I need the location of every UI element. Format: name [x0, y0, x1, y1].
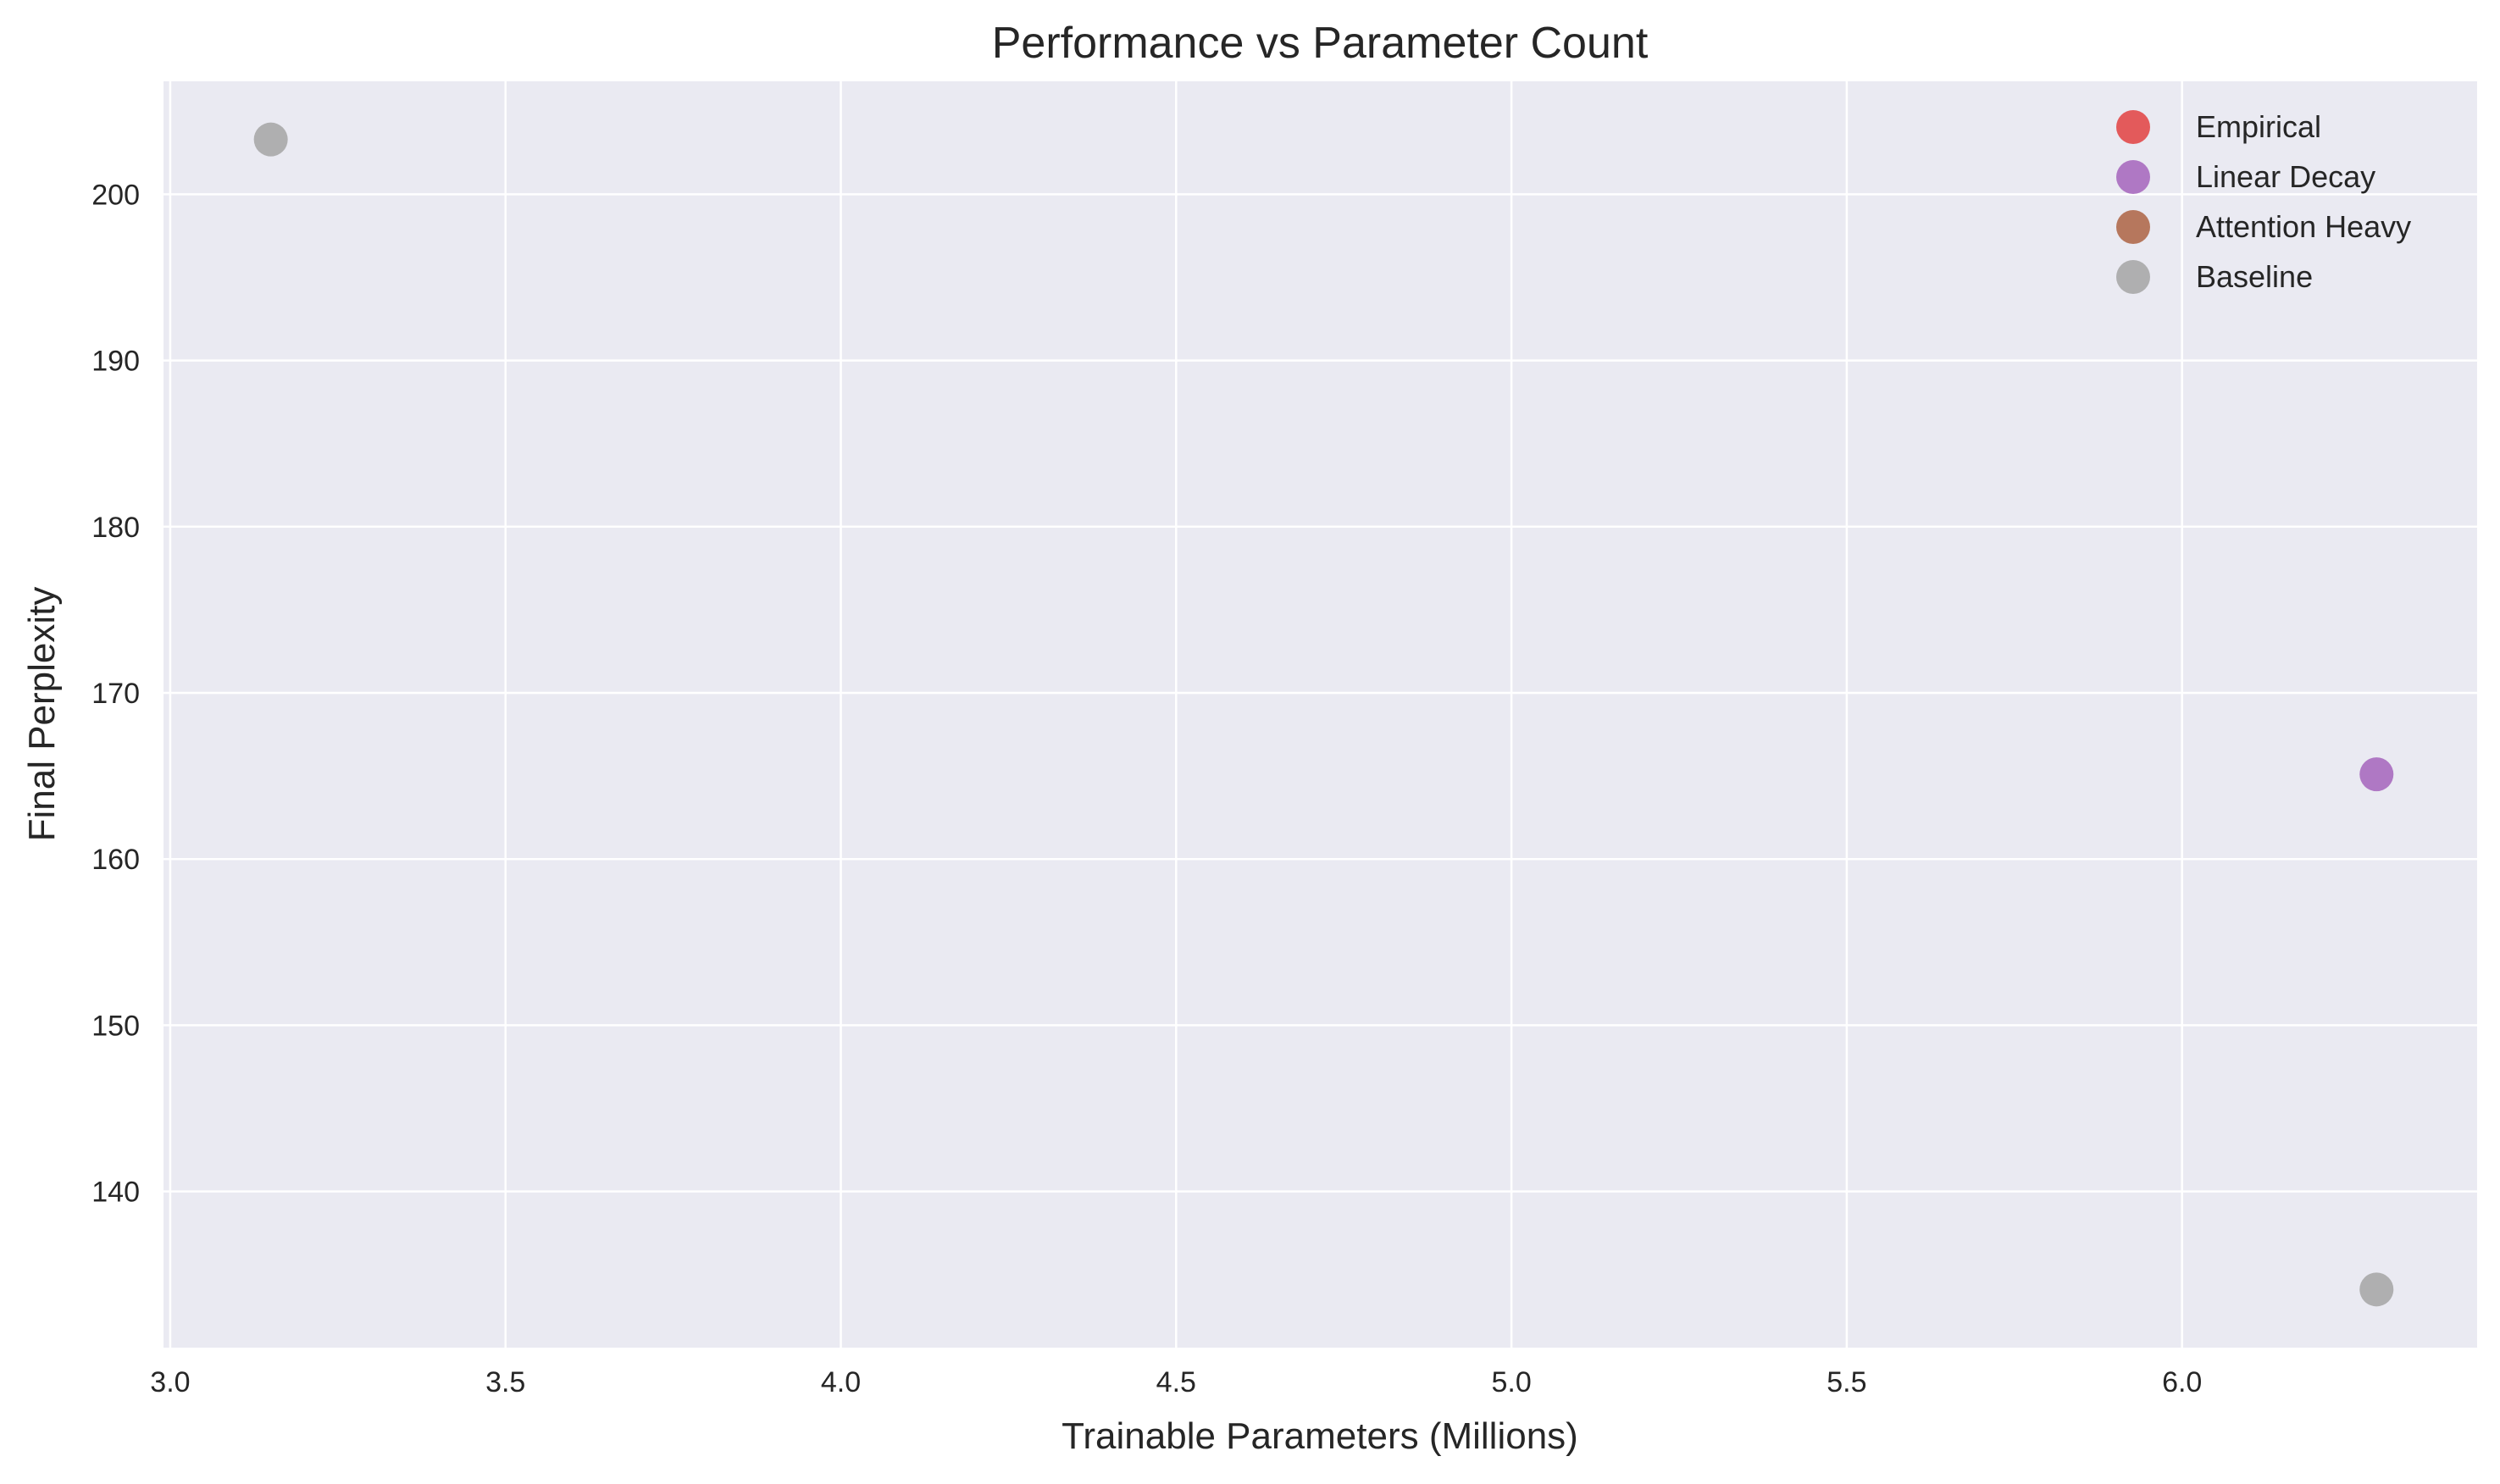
grid-lines	[164, 81, 2477, 1348]
data-point-baseline	[253, 122, 288, 157]
legend-marker	[2116, 260, 2150, 294]
x-tick-label: 6.0	[2162, 1366, 2202, 1398]
y-tick-labels: 140 150 160 170 180 190 200	[91, 179, 140, 1208]
y-tick-label: 150	[91, 1010, 140, 1042]
x-tick-label: 3.0	[150, 1366, 190, 1398]
legend: Empirical Linear Decay Attention Heavy Base…	[2116, 109, 2411, 294]
x-tick-labels: 3.0 3.5 4.0 4.5 5.0 5.5 6.0	[150, 1366, 2202, 1398]
x-tick-label: 4.5	[1156, 1366, 1196, 1398]
x-axis-label: Trainable Parameters (Millions)	[1062, 1415, 1578, 1457]
x-tick-label: 5.5	[1826, 1366, 1866, 1398]
y-tick-label: 170	[91, 678, 140, 710]
legend-label: Baseline	[2196, 259, 2313, 294]
legend-marker	[2116, 110, 2150, 144]
data-point-baseline	[2359, 1272, 2394, 1307]
legend-marker	[2116, 210, 2150, 244]
legend-marker	[2116, 160, 2150, 194]
y-tick-label: 140	[91, 1177, 140, 1209]
x-tick-label: 5.0	[1491, 1366, 1531, 1398]
data-point-linear-decay	[2359, 757, 2394, 792]
y-tick-label: 180	[91, 512, 140, 544]
legend-label: Attention Heavy	[2196, 209, 2411, 244]
y-tick-label: 160	[91, 844, 140, 876]
plot-area	[164, 81, 2477, 1348]
y-tick-label: 200	[91, 179, 140, 211]
y-tick-label: 190	[91, 346, 140, 378]
chart-title: Performance vs Parameter Count	[992, 19, 1649, 68]
legend-label: Linear Decay	[2196, 159, 2375, 194]
legend-label: Empirical	[2196, 109, 2321, 144]
y-axis-label: Final Perplexity	[21, 587, 63, 842]
data-points	[253, 122, 2394, 1307]
x-tick-label: 4.0	[821, 1366, 861, 1398]
x-tick-label: 3.5	[485, 1366, 525, 1398]
